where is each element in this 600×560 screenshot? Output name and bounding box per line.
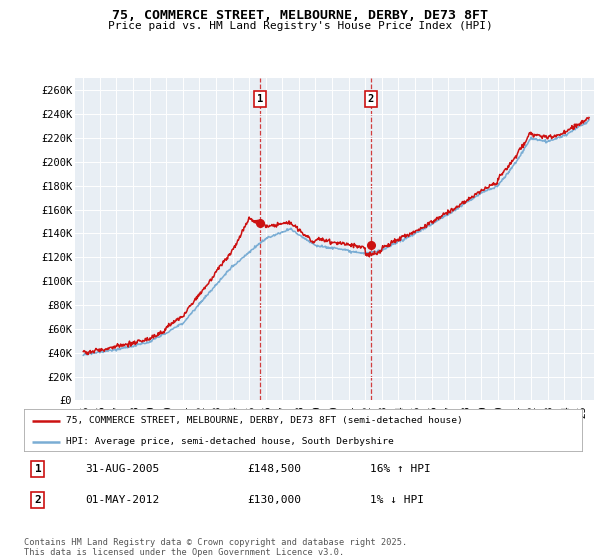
Text: 01-MAY-2012: 01-MAY-2012 — [85, 495, 160, 505]
Text: 31-AUG-2005: 31-AUG-2005 — [85, 464, 160, 474]
Text: 1: 1 — [35, 464, 41, 474]
Text: 2: 2 — [368, 94, 374, 104]
Text: 75, COMMERCE STREET, MELBOURNE, DERBY, DE73 8FT (semi-detached house): 75, COMMERCE STREET, MELBOURNE, DERBY, D… — [66, 416, 463, 425]
Text: 16% ↑ HPI: 16% ↑ HPI — [370, 464, 431, 474]
Text: £130,000: £130,000 — [247, 495, 301, 505]
Text: £148,500: £148,500 — [247, 464, 301, 474]
Text: HPI: Average price, semi-detached house, South Derbyshire: HPI: Average price, semi-detached house,… — [66, 437, 394, 446]
Text: 1% ↓ HPI: 1% ↓ HPI — [370, 495, 424, 505]
Text: 1: 1 — [257, 94, 263, 104]
Text: Price paid vs. HM Land Registry's House Price Index (HPI): Price paid vs. HM Land Registry's House … — [107, 21, 493, 31]
Text: 2: 2 — [35, 495, 41, 505]
Text: 75, COMMERCE STREET, MELBOURNE, DERBY, DE73 8FT: 75, COMMERCE STREET, MELBOURNE, DERBY, D… — [112, 9, 488, 22]
Text: Contains HM Land Registry data © Crown copyright and database right 2025.
This d: Contains HM Land Registry data © Crown c… — [24, 538, 407, 557]
